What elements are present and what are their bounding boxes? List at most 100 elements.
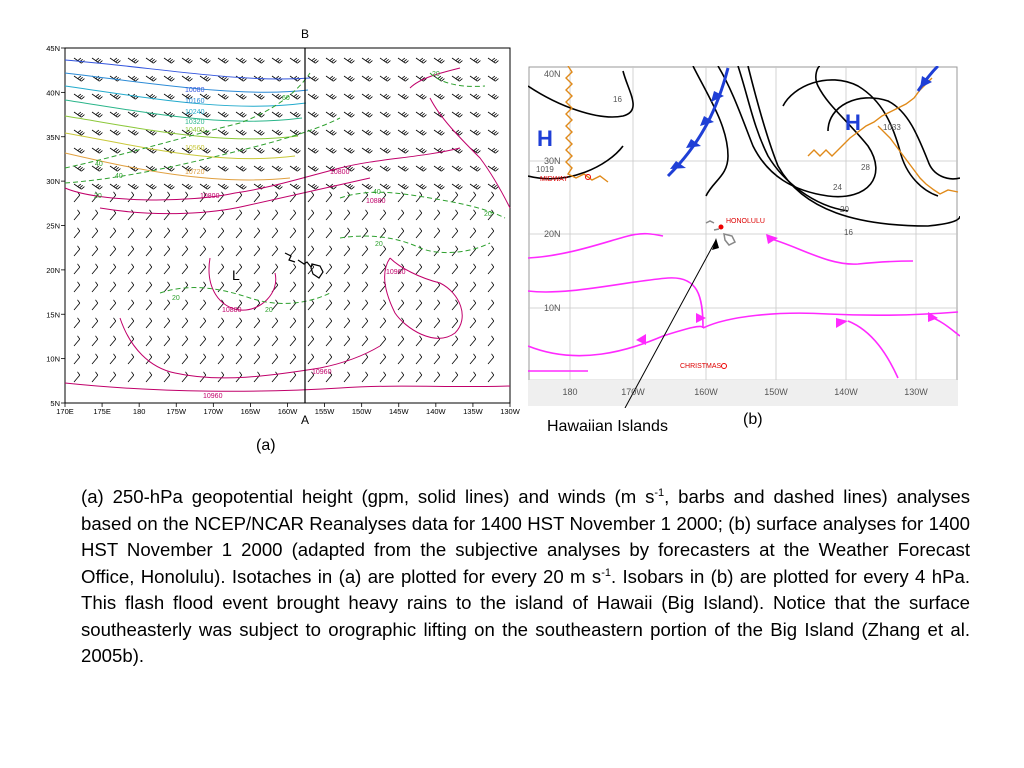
- wind-barb-flag: [439, 113, 443, 117]
- wind-barb-flag: [149, 209, 153, 214]
- wind-barb-flag: [131, 183, 136, 187]
- wind-barb-flag: [113, 227, 117, 232]
- wind-barb-flag: [423, 78, 427, 82]
- wind-barb-flag: [333, 78, 337, 82]
- wind-barb-flag: [311, 129, 316, 133]
- wind-barb-flag: [421, 131, 425, 135]
- wind-barb: [145, 212, 153, 221]
- wind-barb-flag: [167, 93, 172, 97]
- wind-barb: [73, 248, 81, 257]
- wind-barb: [487, 284, 495, 293]
- caption-part-2: , barbs and dashed lines) analyses based…: [81, 486, 970, 587]
- lon-tick-label: 165W: [241, 407, 262, 416]
- wind-barb: [217, 320, 225, 329]
- wind-barb-flag: [351, 186, 355, 190]
- wind-barb: [469, 165, 478, 172]
- wind-barb-flag: [95, 191, 99, 196]
- wind-barb: [289, 194, 297, 203]
- wind-barb: [253, 248, 261, 257]
- wind-barb-flag: [387, 168, 391, 172]
- wind-barb: [163, 93, 172, 100]
- wind-barb-flag: [295, 185, 299, 189]
- wind-barb-flag: [401, 299, 405, 304]
- wind-barb: [397, 129, 406, 136]
- height-label: 10240: [185, 109, 205, 116]
- wind-barb-flag: [239, 129, 244, 133]
- wind-barb: [343, 147, 352, 154]
- wind-barb-flag: [365, 281, 369, 286]
- wind-barb: [343, 248, 351, 257]
- wind-barb: [271, 212, 279, 221]
- wind-barb-flag: [459, 114, 463, 118]
- wind-barb-flag: [369, 60, 373, 64]
- wind-barb-flag: [77, 317, 81, 322]
- wind-barb: [163, 194, 171, 203]
- wind-barb: [361, 248, 369, 257]
- lat-tick-label: 40N: [46, 88, 60, 97]
- wind-barb-flag: [311, 111, 316, 115]
- wind-barb-flag: [329, 183, 334, 187]
- wind-barb-flag: [257, 245, 261, 250]
- wind-barb-flag: [293, 111, 298, 115]
- wind-barb: [379, 248, 387, 257]
- height-label: 10320: [185, 119, 205, 126]
- wind-barb-flag: [203, 353, 207, 358]
- wind-barb-flag: [185, 147, 190, 151]
- lon-tick-label: 180: [133, 407, 146, 416]
- wind-barb: [307, 183, 316, 190]
- wind-barb-flag: [437, 209, 441, 214]
- wind-barb-flag: [275, 93, 280, 97]
- wind-barb-flag: [79, 149, 83, 153]
- wind-barb-flag: [149, 317, 153, 322]
- wind-barb-flag: [311, 209, 315, 214]
- wind-barb-flag: [437, 129, 442, 133]
- wind-barb-flag: [475, 77, 479, 81]
- wind-barb: [109, 302, 117, 311]
- wind-barb-flag: [257, 281, 261, 286]
- wind-barb-flag: [347, 335, 351, 340]
- wind-barb-flag: [473, 281, 477, 286]
- wind-barb: [235, 338, 243, 347]
- wind-barb-flag: [383, 129, 388, 133]
- wind-barb-flag: [131, 147, 136, 151]
- wind-barb: [397, 374, 405, 383]
- wind-barb: [469, 302, 477, 311]
- wind-barb: [271, 57, 280, 64]
- wind-barb: [415, 338, 423, 347]
- low-marker: L: [232, 267, 240, 283]
- wind-barb-flag: [329, 371, 333, 376]
- wind-barb: [145, 57, 154, 64]
- wind-barb-flag: [365, 165, 370, 169]
- wind-barb-flag: [135, 132, 139, 136]
- streamline-arrows: [636, 234, 938, 345]
- wind-barb-flag: [347, 129, 352, 133]
- height-contours: [64, 59, 511, 392]
- wind-barb: [397, 93, 406, 100]
- wind-barb-flag: [493, 167, 497, 171]
- wind-barb-flag: [261, 114, 265, 118]
- wind-barb-flag: [223, 113, 227, 117]
- wind-barb-flag: [455, 57, 460, 61]
- wind-barb: [379, 302, 387, 311]
- wind-barb-flag: [221, 281, 225, 286]
- wind-barb-flag: [473, 183, 478, 187]
- wind-barb: [109, 129, 118, 136]
- wind-barb: [469, 111, 478, 118]
- wind-barb-flag: [457, 77, 461, 81]
- wind-barb: [289, 248, 297, 257]
- wind-barb-flag: [365, 263, 369, 268]
- wind-barb-flag: [369, 78, 373, 82]
- wind-barb: [253, 93, 262, 100]
- wind-barb-flag: [185, 317, 189, 322]
- wind-barb: [487, 212, 495, 221]
- wind-barb: [73, 165, 82, 172]
- isotach-label: 40: [373, 189, 381, 196]
- wind-barb: [271, 266, 279, 275]
- wind-barb-flag: [365, 245, 369, 250]
- wind-barb-flag: [347, 57, 352, 61]
- height-label: 10960: [203, 393, 223, 400]
- wind-barb: [289, 183, 298, 190]
- wind-barb-flag: [405, 114, 409, 118]
- wind-barb-flag: [351, 114, 355, 118]
- wind-barb-flag: [455, 111, 460, 115]
